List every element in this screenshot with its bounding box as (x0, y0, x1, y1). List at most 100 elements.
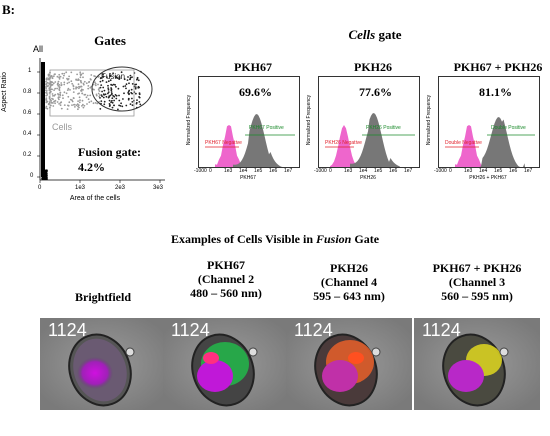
scatter-point (113, 99, 115, 102)
scatter-point (110, 87, 112, 89)
scatter-point (67, 78, 69, 81)
scatter-point (136, 76, 139, 79)
scatter-point (45, 87, 47, 90)
scatter-point (97, 88, 100, 91)
scatter-point (107, 84, 109, 87)
scatter-point (120, 102, 122, 105)
histogram-xtick: 0 (449, 168, 452, 174)
scatter-point (115, 97, 118, 100)
scatter-point (58, 86, 61, 88)
scatter-point (61, 94, 64, 97)
scatter-point (54, 87, 57, 90)
scatter-point (87, 85, 90, 87)
positive-gate-label: PKH67 Positive (249, 125, 284, 131)
scatter-point (66, 82, 69, 85)
scatter-point (44, 175, 46, 178)
scatter-point (129, 103, 132, 105)
scatter-point (51, 97, 53, 100)
scatter-point (52, 102, 54, 104)
scatter-point (98, 95, 101, 98)
scatter-point (101, 95, 103, 98)
scatter-point (107, 80, 110, 83)
scatter-point (74, 106, 76, 108)
scatter-point (58, 103, 60, 105)
cell-image-merged: 1124 (414, 318, 540, 410)
scatter-point (120, 71, 123, 74)
scatter-point (45, 79, 48, 81)
scatter-point (139, 103, 142, 106)
scatter-point (77, 105, 79, 108)
scatter-point (111, 97, 114, 100)
scatter-point (45, 172, 47, 174)
scatter-point (72, 91, 75, 93)
scatter-point (118, 99, 121, 102)
scatter-point (115, 76, 118, 79)
scatter-point (45, 94, 48, 97)
scatter-point (59, 102, 62, 104)
negative-histogram (330, 125, 358, 167)
scatter-point (109, 75, 112, 78)
scatter-point (45, 169, 48, 172)
scatter-point (130, 91, 133, 94)
scatter-point (58, 84, 61, 86)
scatter-point (102, 96, 105, 99)
scatter-point (63, 91, 66, 94)
scatter-point (45, 174, 48, 177)
col-header-brightfield: Brightfield (75, 290, 131, 304)
positive-percent: 77.6% (359, 85, 392, 99)
scatter-point (63, 104, 66, 106)
scatter-point (97, 83, 99, 86)
scatter-point (47, 74, 50, 77)
scatter-point (44, 178, 47, 180)
scatter-point (45, 105, 48, 108)
scatter-point (114, 94, 117, 96)
scatter-point (111, 101, 114, 104)
scatter-point (94, 82, 97, 85)
scatter-point (108, 99, 111, 102)
scatter-point (62, 97, 64, 100)
scatter-point (50, 104, 52, 107)
scatter-point (94, 102, 97, 104)
scatter-point (80, 90, 83, 92)
scatter-point (82, 89, 84, 91)
histogram-plot: 69.6% PKH67 Negative PKH67 Positive (198, 76, 300, 168)
histogram-x-label: PKH26 (360, 175, 376, 181)
scatter-point (72, 85, 75, 88)
scatter-point (110, 91, 113, 93)
scatter-point (138, 101, 141, 103)
scatter-point (66, 89, 69, 91)
scatter-point (90, 74, 93, 76)
scatter-point (86, 103, 88, 105)
positive-gate-label: PKH26 Positive (366, 125, 401, 131)
cell-id: 1124 (48, 320, 87, 340)
histogram-y-label: Normalized Frequency (426, 94, 432, 146)
scatter-point (82, 103, 84, 106)
scatter-point (103, 100, 106, 103)
histogram-title: PKH26 (354, 60, 392, 74)
scatter-point (119, 105, 122, 107)
scatter-point (81, 99, 84, 102)
scatter-ytick: 0.6 (23, 110, 32, 116)
scatter-point (78, 92, 80, 95)
negative-gate-label: PKH67 Negative (205, 140, 242, 146)
scatter-point (109, 73, 111, 75)
scatter-ytick: 0.2 (23, 152, 32, 158)
scatter-point (58, 78, 61, 80)
scatter-point (46, 92, 48, 95)
scatter-point (113, 104, 115, 107)
scatter-point (79, 99, 81, 102)
scatter-point (59, 94, 62, 97)
scatter-point (82, 106, 85, 109)
scatter-point (122, 98, 124, 100)
scatter-point (42, 171, 45, 174)
scatter-point (89, 94, 92, 97)
scatter-point (108, 105, 111, 107)
scatter-point (63, 81, 66, 84)
all-label: All (33, 44, 44, 54)
scatter-point (75, 86, 77, 88)
histogram-xtick: 1e4 (359, 168, 368, 174)
scatter-point (93, 75, 95, 77)
scatter-point (92, 102, 95, 105)
scatter-point (88, 101, 91, 104)
scatter-point (45, 84, 48, 86)
